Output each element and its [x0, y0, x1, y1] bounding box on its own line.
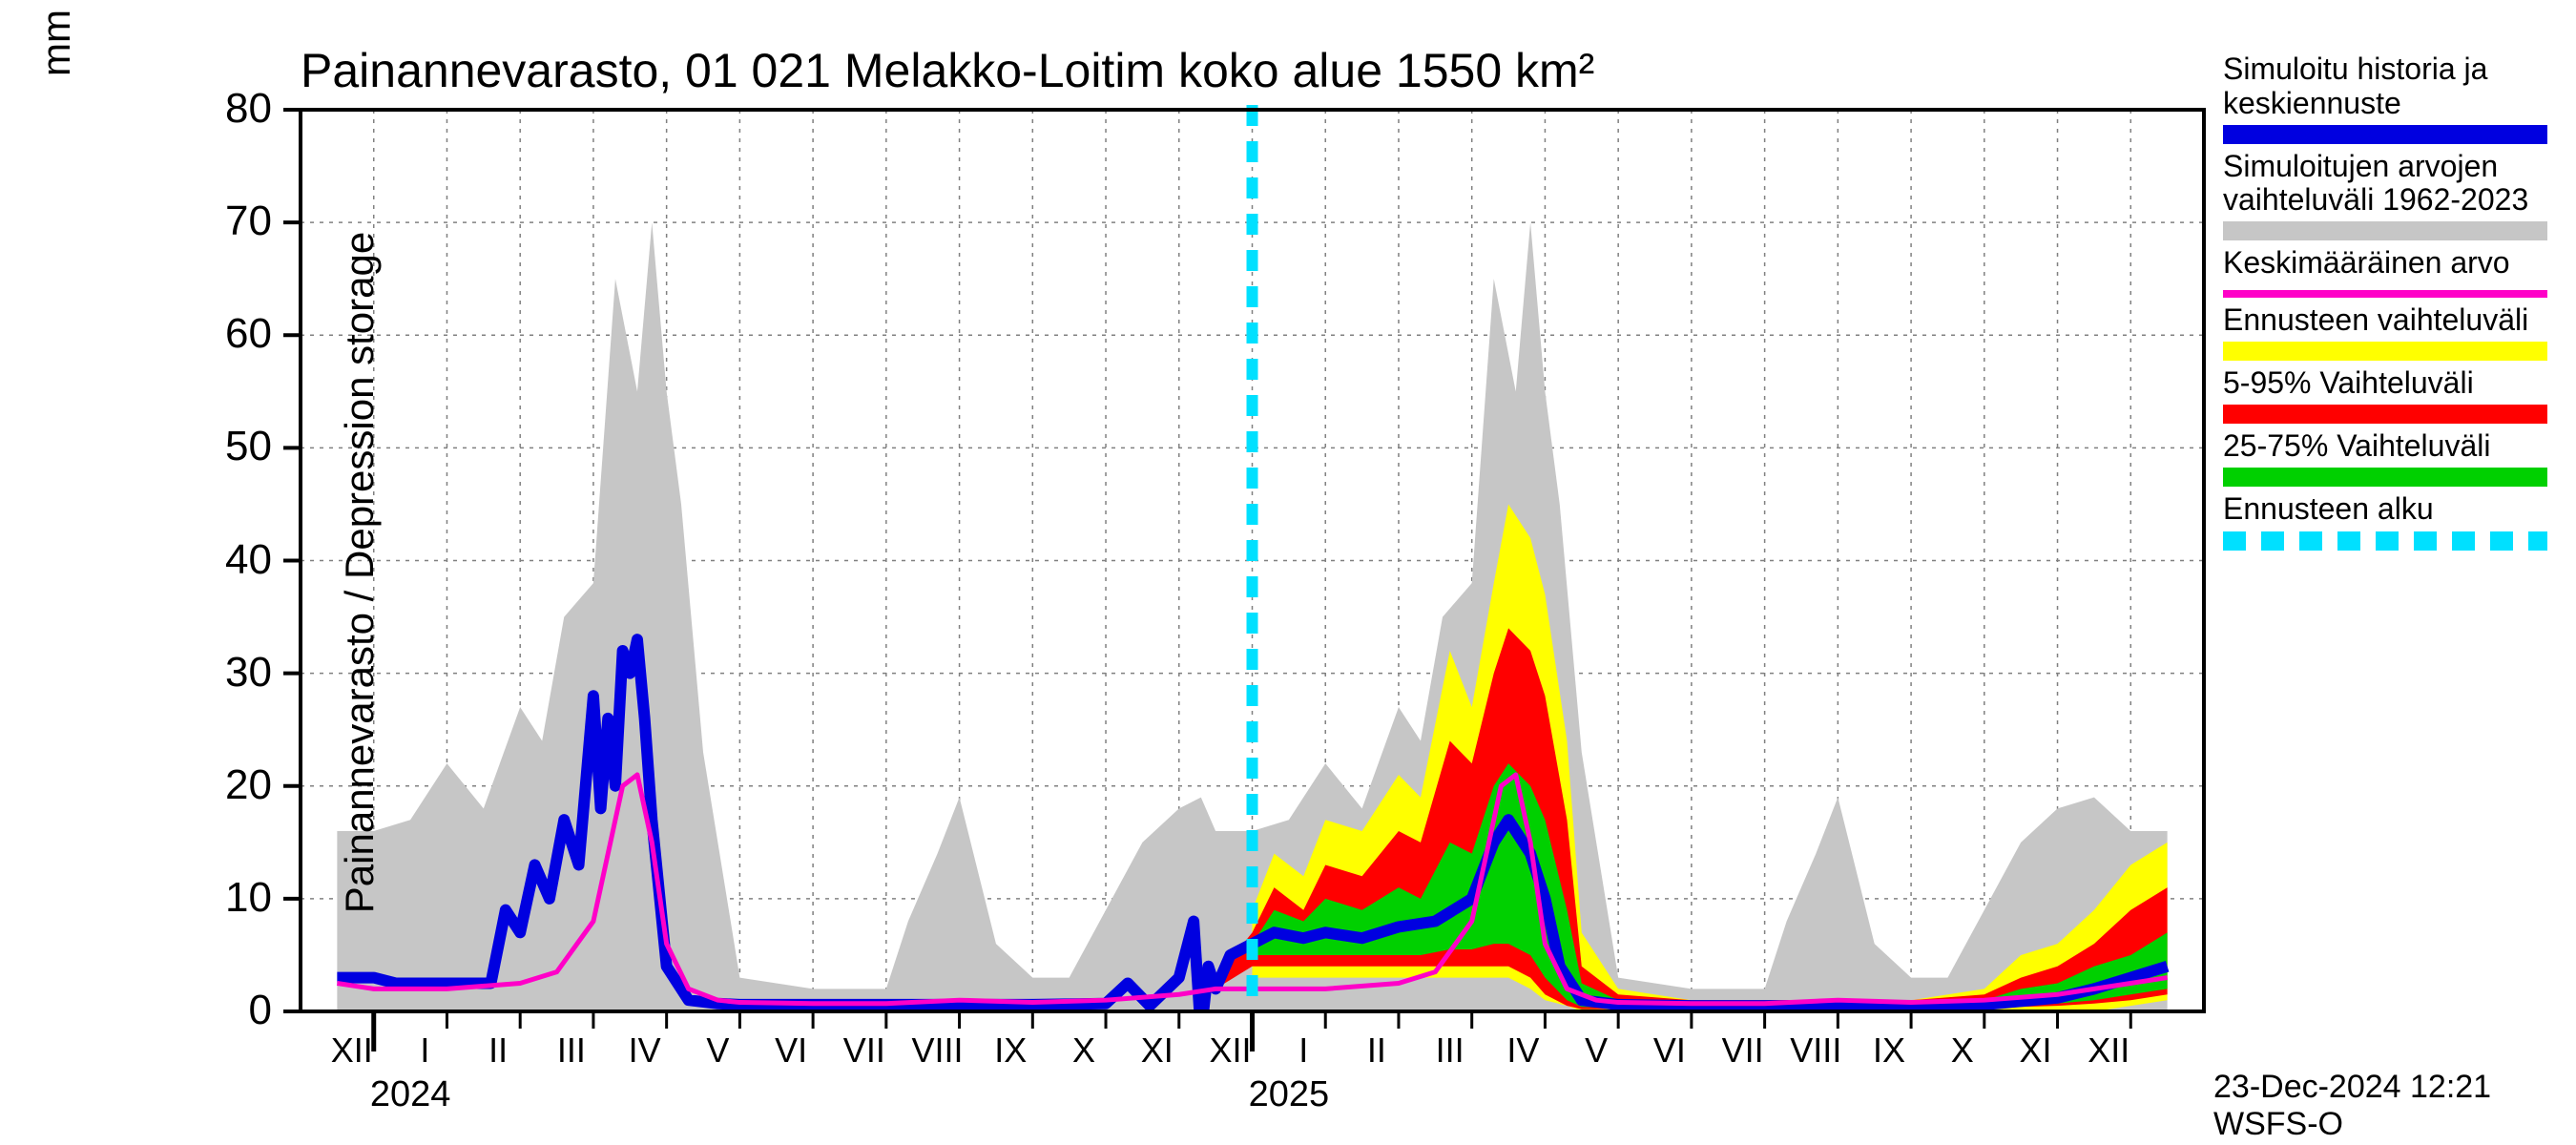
x-month-label: I [1298, 1030, 1308, 1071]
y-tick-label: 0 [196, 987, 272, 1034]
y-tick-label: 80 [196, 85, 272, 133]
x-month-label: II [1367, 1030, 1386, 1071]
y-tick-label: 50 [196, 423, 272, 470]
x-month-label: V [1585, 1030, 1608, 1071]
legend-entry: 25-75% Vaihteluväli [2223, 429, 2547, 487]
x-month-label: II [488, 1030, 508, 1071]
y-axis-unit: mm [33, 10, 79, 76]
y-axis-label: Painannevarasto / Depression storage [337, 232, 383, 913]
x-month-label: X [1072, 1030, 1095, 1071]
y-tick-label: 10 [196, 874, 272, 922]
x-month-label: XII [331, 1030, 373, 1071]
y-tick-label: 30 [196, 649, 272, 697]
x-month-label: VII [843, 1030, 885, 1071]
legend-label: Keskimääräinen arvo [2223, 246, 2547, 281]
x-month-label: VII [1722, 1030, 1764, 1071]
legend-entry: 5-95% Vaihteluväli [2223, 366, 2547, 424]
legend-entry: Keskimääräinen arvo [2223, 246, 2547, 298]
y-tick-label: 60 [196, 310, 272, 358]
y-tick-label: 20 [196, 761, 272, 809]
chart-title: Painannevarasto, 01 021 Melakko-Loitim k… [301, 43, 1594, 98]
x-year-label: 2024 [370, 1074, 451, 1115]
x-month-label: XII [2088, 1030, 2129, 1071]
x-month-label: VIII [912, 1030, 964, 1071]
legend-label: Ennusteen alku [2223, 492, 2547, 527]
x-month-label: XI [2020, 1030, 2052, 1071]
y-tick-label: 70 [196, 198, 272, 245]
legend: Simuloitu historia jakeskiennuste Simuloi… [2223, 52, 2547, 556]
x-month-label: IX [1873, 1030, 1905, 1071]
legend-label: 5-95% Vaihteluväli [2223, 366, 2547, 401]
legend-label: Simuloitu historia jakeskiennuste [2223, 52, 2547, 121]
x-year-label: 2025 [1249, 1074, 1330, 1115]
legend-label: 25-75% Vaihteluväli [2223, 429, 2547, 464]
x-month-label: IV [1506, 1030, 1539, 1071]
x-month-label: IV [629, 1030, 661, 1071]
x-month-label: VIII [1790, 1030, 1841, 1071]
x-month-label: IX [994, 1030, 1027, 1071]
legend-label: Ennusteen vaihteluväli [2223, 303, 2547, 338]
depression-storage-chart [0, 0, 2576, 1145]
legend-entry: Ennusteen alku [2223, 492, 2547, 552]
x-month-label: XI [1141, 1030, 1174, 1071]
x-month-label: V [706, 1030, 729, 1071]
legend-entry: Simuloitu historia jakeskiennuste [2223, 52, 2547, 144]
chart-footer: 23-Dec-2024 12:21 WSFS-O [2213, 1069, 2576, 1143]
x-month-label: X [1951, 1030, 1974, 1071]
legend-label: Simuloitujen arvojenvaihteluväli 1962-20… [2223, 150, 2547, 219]
x-month-label: VI [775, 1030, 807, 1071]
x-month-label: XII [1209, 1030, 1251, 1071]
legend-entry: Ennusteen vaihteluväli [2223, 303, 2547, 361]
legend-entry: Simuloitujen arvojenvaihteluväli 1962-20… [2223, 150, 2547, 241]
x-month-label: III [557, 1030, 586, 1071]
y-tick-label: 40 [196, 536, 272, 584]
x-month-label: VI [1653, 1030, 1686, 1071]
x-month-label: I [420, 1030, 429, 1071]
x-month-label: III [1436, 1030, 1465, 1071]
